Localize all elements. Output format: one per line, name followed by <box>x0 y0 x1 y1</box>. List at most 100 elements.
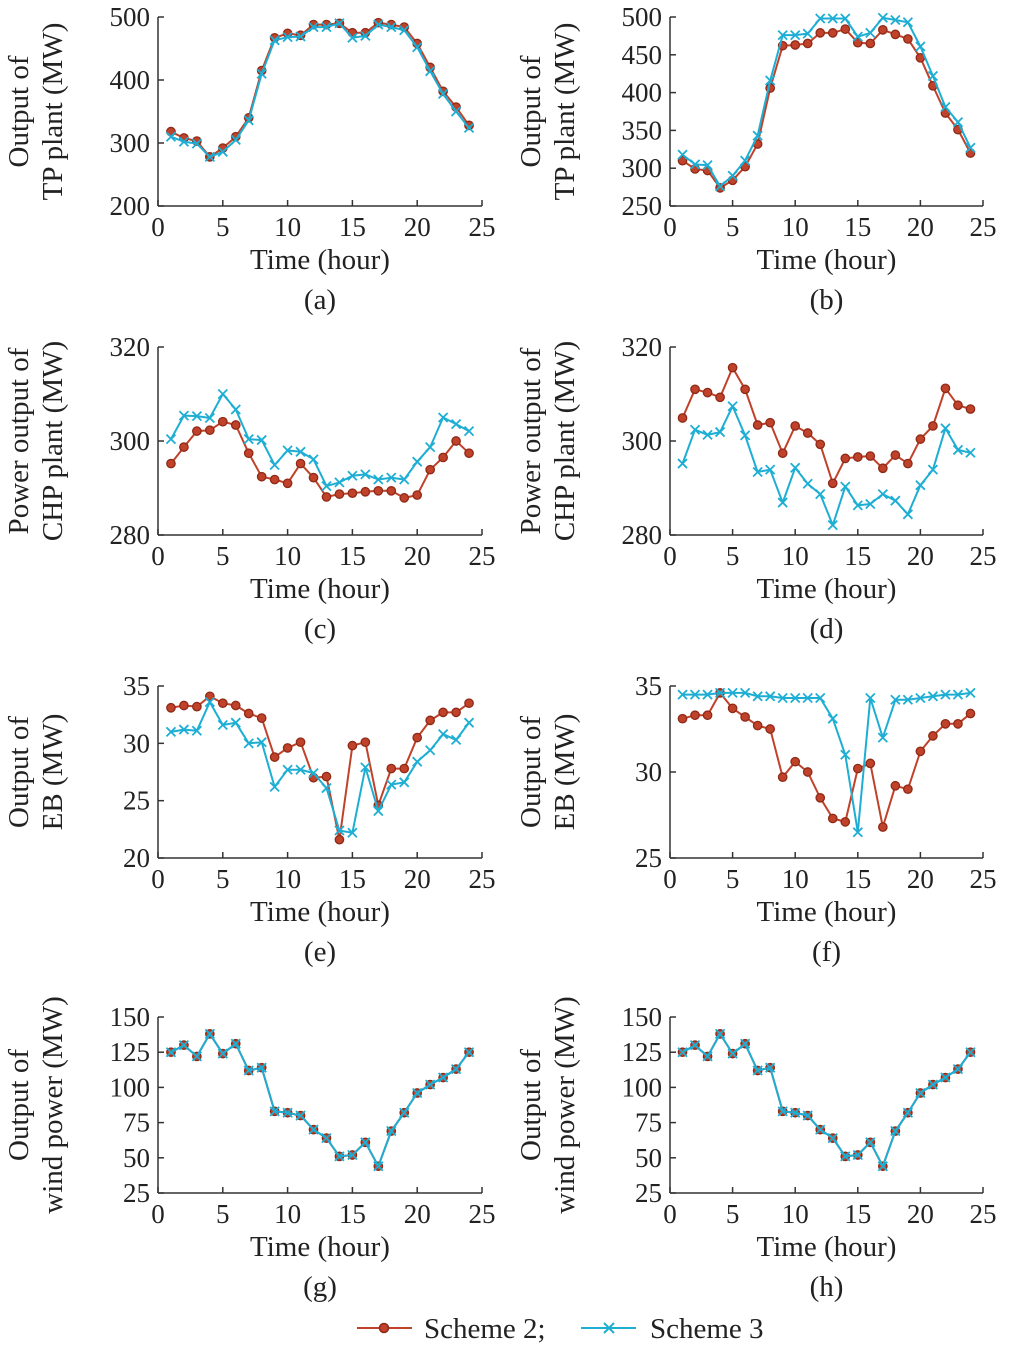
data-point-scheme-2 <box>815 792 826 803</box>
data-point-scheme-3 <box>865 1137 876 1148</box>
data-point-scheme-3 <box>386 21 397 33</box>
data-point-scheme-2 <box>321 771 332 782</box>
data-point-scheme-2 <box>386 485 397 496</box>
data-point-scheme-3 <box>204 696 215 708</box>
data-point-scheme-3 <box>790 1107 801 1118</box>
data-point-scheme-3 <box>243 115 254 126</box>
data-point-scheme-2 <box>815 28 826 38</box>
x-axis-label: Time (hour) <box>250 244 390 276</box>
data-point-scheme-3 <box>940 423 951 434</box>
data-point-scheme-2 <box>282 743 293 753</box>
x-tick-label: 15 <box>844 864 871 894</box>
legend: Scheme 2; Scheme 3 <box>357 1313 764 1345</box>
x-tick-label: 5 <box>216 1199 230 1229</box>
data-point-scheme-3 <box>399 1107 410 1118</box>
data-point-scheme-3 <box>360 762 371 773</box>
data-point-scheme-3 <box>790 692 801 704</box>
data-point-scheme-2 <box>915 434 926 444</box>
data-point-scheme-2 <box>399 763 410 774</box>
data-point-scheme-2 <box>243 448 254 459</box>
y-tick-label: 30 <box>123 728 150 758</box>
x-tick-label: 25 <box>970 1199 997 1229</box>
data-point-scheme-3 <box>739 155 751 166</box>
data-point-scheme-2 <box>765 417 776 428</box>
y-axis-label-line-1: Output of <box>515 1049 547 1161</box>
x-tick-label: 15 <box>844 212 871 242</box>
data-point-scheme-3 <box>865 692 876 704</box>
data-point-scheme-3 <box>677 149 688 160</box>
data-point-scheme-3 <box>714 426 726 438</box>
data-point-scheme-2 <box>192 426 202 436</box>
chart-a: 200 300 400 500 0 5 10 15 20 25 Time (hour) Output … <box>3 2 496 316</box>
data-point-scheme-3 <box>852 31 863 42</box>
data-point-scheme-2 <box>295 458 306 469</box>
y-axis-label-line-2: wind power (MW) <box>37 996 69 1213</box>
data-point-scheme-2 <box>928 421 938 431</box>
y-tick-label: 300 <box>622 426 663 456</box>
data-point-scheme-3 <box>282 1107 293 1118</box>
data-point-scheme-2 <box>827 813 838 824</box>
data-point-scheme-2 <box>827 28 838 38</box>
y-axis-label-line-2: CHP plant (MW) <box>549 341 581 541</box>
data-point-scheme-3 <box>178 1040 190 1051</box>
x-tick-label: 15 <box>339 541 366 571</box>
data-point-scheme-3 <box>714 1028 726 1040</box>
y-axis-label-line-2: CHP plant (MW) <box>37 341 69 541</box>
data-point-scheme-3 <box>425 1079 436 1090</box>
data-point-scheme-3 <box>450 418 462 430</box>
data-point-scheme-3 <box>178 410 190 421</box>
y-axis-label-line-2: wind power (MW) <box>549 996 581 1213</box>
data-point-scheme-3 <box>927 1079 939 1090</box>
data-point-scheme-3 <box>890 495 901 506</box>
data-point-scheme-3 <box>915 1087 926 1099</box>
y-axis-label-line-1: Output of <box>3 716 35 828</box>
data-point-scheme-2 <box>295 737 306 748</box>
data-point-scheme-2 <box>360 486 371 497</box>
data-point-scheme-3 <box>677 458 688 469</box>
data-point-scheme-3 <box>295 31 306 42</box>
data-point-scheme-3 <box>827 1132 838 1144</box>
data-point-scheme-2 <box>230 700 241 711</box>
panel-caption: (b) <box>810 284 844 316</box>
x-tick-label: 5 <box>726 541 740 571</box>
chart-e: 20 25 30 35 0 5 10 15 20 25 Time (hour) Output of EB… <box>3 671 496 968</box>
data-point-scheme-3 <box>243 433 254 445</box>
y-tick-label: 320 <box>622 332 663 362</box>
data-point-scheme-3 <box>965 447 976 458</box>
data-point-scheme-3 <box>965 1047 976 1058</box>
data-point-scheme-3 <box>450 106 462 117</box>
data-point-scheme-2 <box>865 758 876 769</box>
x-tick-label: 25 <box>469 212 496 242</box>
data-point-scheme-3 <box>877 1161 888 1172</box>
x-axis-label: Time (hour) <box>757 1231 897 1263</box>
data-point-scheme-3 <box>765 1062 776 1073</box>
data-point-scheme-2 <box>765 724 776 734</box>
x-tick-label: 10 <box>274 212 301 242</box>
x-tick-label: 10 <box>782 541 809 571</box>
y-tick-label: 300 <box>622 153 663 183</box>
data-point-scheme-3 <box>702 160 713 171</box>
data-point-scheme-2 <box>840 24 851 34</box>
data-point-scheme-2 <box>166 458 176 469</box>
data-point-scheme-3 <box>243 1065 254 1076</box>
data-point-scheme-3 <box>269 781 280 793</box>
series-line-scheme-2 <box>681 366 971 485</box>
data-point-scheme-3 <box>191 725 203 736</box>
data-point-scheme-2 <box>464 448 474 459</box>
y-tick-label: 25 <box>635 843 662 873</box>
data-point-scheme-3 <box>877 732 888 743</box>
y-tick-label: 400 <box>110 65 151 95</box>
data-point-scheme-3 <box>256 434 267 446</box>
data-point-scheme-2 <box>256 713 267 723</box>
data-point-scheme-3 <box>902 17 914 28</box>
x-tick-label: 0 <box>663 1199 677 1229</box>
data-point-scheme-3 <box>677 1047 688 1058</box>
chart-c: 280 300 320 0 5 10 15 20 25 Time (hour) Power outp… <box>3 332 496 645</box>
data-point-scheme-3 <box>347 32 358 43</box>
data-point-scheme-3 <box>178 724 190 735</box>
data-point-scheme-2 <box>464 698 474 709</box>
data-point-scheme-3 <box>702 689 713 700</box>
data-point-scheme-3 <box>282 32 293 43</box>
data-point-scheme-3 <box>191 1051 203 1062</box>
data-point-scheme-3 <box>191 410 203 422</box>
